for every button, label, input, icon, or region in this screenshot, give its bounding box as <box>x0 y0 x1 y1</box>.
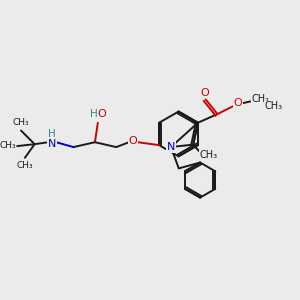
Text: O: O <box>128 136 137 146</box>
Text: CH₃: CH₃ <box>0 141 16 150</box>
Text: CH₃: CH₃ <box>13 118 29 127</box>
Text: N: N <box>48 139 56 149</box>
Text: CH₂: CH₂ <box>251 94 269 104</box>
Text: O: O <box>200 88 209 98</box>
Text: CH₃: CH₃ <box>199 150 217 160</box>
Text: N: N <box>167 142 175 152</box>
Text: O: O <box>98 109 106 119</box>
Text: O: O <box>233 98 242 108</box>
Text: H: H <box>48 129 56 140</box>
Text: CH₃: CH₃ <box>16 161 33 170</box>
Text: CH₃: CH₃ <box>265 101 283 111</box>
Text: H: H <box>90 109 98 119</box>
